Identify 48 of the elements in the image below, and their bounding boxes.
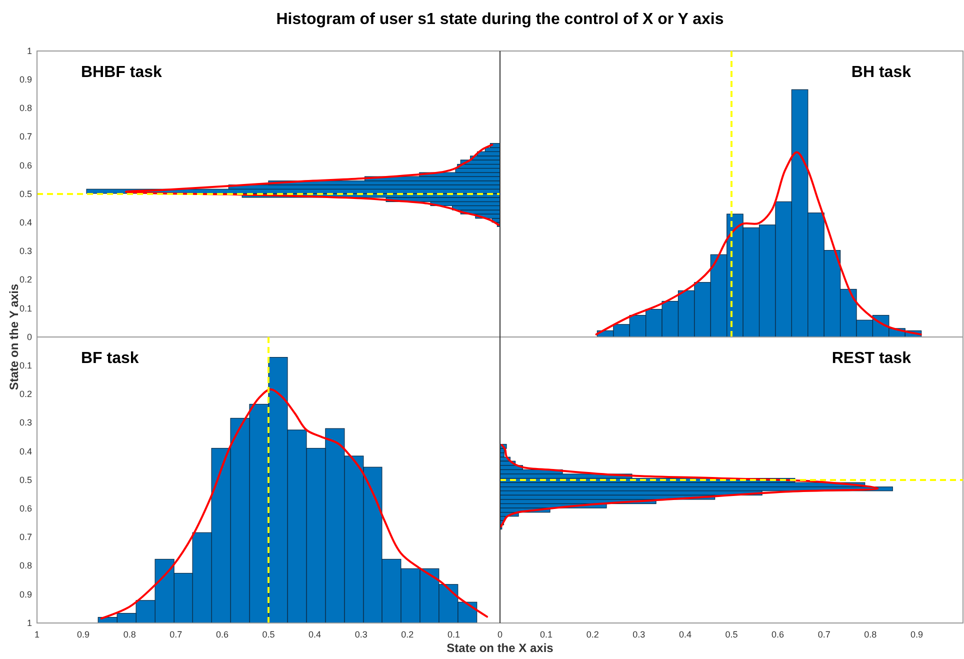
x-tick-label: 0.7 [818,629,830,640]
annotation: BHBF task [81,64,162,81]
y-tick-label: 0.6 [19,503,32,514]
y-tick-label: 0.5 [19,188,32,199]
x-tick-label: 0.6 [216,629,228,640]
y-tick-label: 0.9 [19,74,32,84]
y-tick-label: 0 [26,332,32,342]
x-tick-label: 0.4 [308,629,322,640]
y-tick-label: 0.2 [19,274,32,285]
annotation: BH task [851,64,912,81]
y-tick-label: 0.8 [19,103,32,114]
x-tick-label: 0.5 [262,629,275,640]
x-tick-label: 1 [34,629,40,640]
x-tick-label: 0.1 [540,629,553,640]
x-tick-label: 0.9 [77,629,90,640]
x-tick-label: 0.3 [632,629,646,640]
x-tick-label: 0 [497,629,503,640]
y-tick-label: 1 [26,618,32,628]
y-tick-label: 0.7 [19,532,32,542]
annotation: REST task [832,350,912,367]
y-tick-label: 0.7 [19,132,32,142]
y-tick-label: 0.1 [19,360,32,370]
y-tick-label: 0.1 [19,303,32,314]
y-tick-label: 1 [26,46,32,56]
x-tick-label: 0.4 [678,629,692,640]
x-tick-label: 0.8 [864,629,877,640]
x-tick-label: 0.6 [772,629,784,640]
y-tick-label: 0.4 [19,446,32,456]
y-tick-label: 0.4 [19,217,32,228]
x-tick-label: 0.9 [910,629,923,640]
y-tick-label: 0.2 [19,389,32,400]
x-tick-label: 0.5 [725,629,738,640]
y-tick-label: 0.8 [19,560,32,571]
x-axis-title: State on the X axis [446,641,554,655]
y-tick-label: 0.6 [19,160,32,170]
x-tick-label: 0.7 [170,629,182,640]
x-tick-label: 0.2 [401,629,414,640]
y-tick-label: 0.9 [19,589,32,600]
y-axis-title: State on the Y axis [7,284,21,390]
x-tick-label: 0.8 [123,629,136,640]
chart-title: Histogram of user s1 state during the control of X or Y axis [276,11,724,28]
y-tick-label: 0.5 [19,474,32,485]
y-tick-label: 0.3 [19,246,32,256]
annotation: BF task [81,350,139,367]
y-tick-label: 0.3 [19,418,32,428]
x-tick-label: 0.1 [447,629,460,640]
x-tick-label: 0.2 [586,629,599,640]
x-tick-label: 0.3 [354,629,368,640]
